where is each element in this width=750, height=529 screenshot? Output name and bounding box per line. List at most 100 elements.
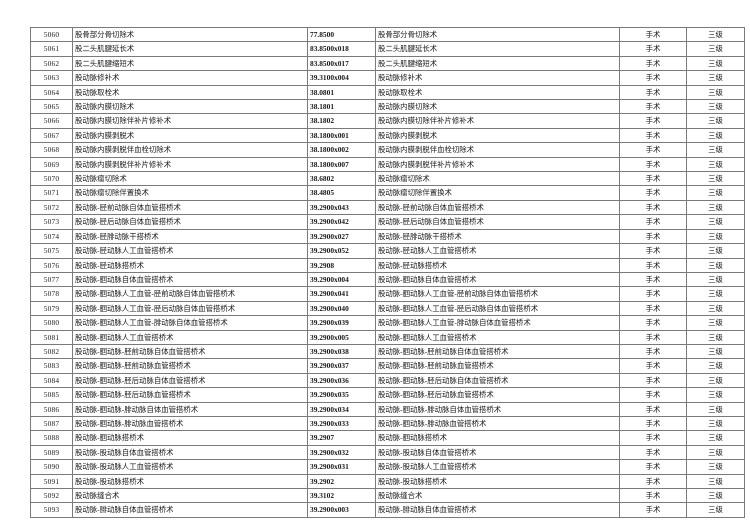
table-row: 5070 股动脉瘤切除术 38.6802 股动脉瘤切除术 手术 三级	[30, 171, 745, 187]
cell-level: 三级	[686, 113, 745, 129]
table-row: 5076 股动脉-胫动脉搭桥术 39.2908 股动脉-胫动脉搭桥术 手术 三级	[30, 257, 745, 273]
table-row: 5084 股动脉-腘动脉-胫后动脉自体血管搭桥术 39.2900x036 股动脉-腘动…	[30, 372, 745, 389]
cell-icd: 38.1800x002	[307, 142, 376, 158]
table-row: 5088 股动脉-腘动脉搭桥术 39.2907 股动脉-腘动脉搭桥术 手术 三级	[30, 430, 745, 446]
cell-name2: 股动脉-股动脉自体血管搭桥术	[375, 444, 620, 461]
cell-level: 三级	[686, 459, 745, 475]
cell-type: 手术	[619, 286, 687, 302]
table-row: 5060 股骨部分骨切除术 77.8500 股骨部分骨切除术 手术 三级	[30, 26, 745, 43]
cell-icd: 38.0801	[307, 84, 376, 101]
cell-type: 手术	[619, 142, 687, 158]
cell-name: 股动脉-腘动脉人工血管-胫后动脉自体血管搭桥术	[72, 300, 308, 317]
cell-level: 三级	[686, 142, 745, 158]
cell-code: 5089	[30, 444, 73, 461]
cell-code: 5072	[30, 199, 73, 216]
cell-type: 手术	[619, 214, 687, 230]
table-row: 5079 股动脉-腘动脉人工血管-胫后动脉自体血管搭桥术 39.2900x040 股动…	[30, 300, 745, 317]
cell-icd: 38.4805	[307, 185, 376, 201]
cell-code: 5081	[30, 329, 73, 345]
cell-type: 手术	[619, 444, 687, 461]
cell-name2: 股动脉内膜剥脱伴血栓切除术	[375, 142, 620, 158]
cell-code: 5083	[30, 358, 73, 374]
cell-name: 股动脉-腘动脉人工血管-腓动脉自体血管搭桥术	[72, 315, 308, 331]
cell-icd: 39.2900x035	[307, 387, 376, 403]
table-row: 5087 股动脉-腘动脉-腓动脉血管搭桥术 39.2900x033 股动脉-腘动脉-腓…	[30, 415, 745, 432]
procedure-table-container: 5060 股骨部分骨切除术 77.8500 股骨部分骨切除术 手术 三级 5061 股二头肌腱…	[30, 26, 745, 518]
cell-code: 5080	[30, 315, 73, 331]
cell-level: 三级	[686, 84, 745, 101]
cell-name: 股动脉-胫前动脉自体血管搭桥术	[72, 199, 308, 216]
cell-level: 三级	[686, 257, 745, 273]
cell-type: 手术	[619, 358, 687, 374]
cell-name: 股动脉取栓术	[72, 84, 308, 101]
cell-code: 5074	[30, 228, 73, 245]
cell-type: 手术	[619, 415, 687, 432]
table-row: 5082 股动脉-腘动脉-胫前动脉自体血管搭桥术 39.2900x038 股动脉-腘动…	[30, 343, 745, 360]
cell-code: 5063	[30, 70, 73, 86]
cell-level: 三级	[686, 127, 745, 144]
cell-icd: 39.2900x043	[307, 199, 376, 216]
cell-code: 5091	[30, 473, 73, 490]
cell-type: 手术	[619, 113, 687, 129]
table-row: 5071 股动脉瘤切除伴置换术 38.4805 股动脉瘤切除伴置换术 手术 三级	[30, 185, 745, 201]
cell-name2: 股动脉-腘动脉-腓动脉自体血管搭桥术	[375, 401, 620, 417]
cell-level: 三级	[686, 99, 745, 115]
cell-type: 手术	[619, 487, 687, 504]
cell-name2: 股动脉-腘动脉人工血管搭桥术	[375, 329, 620, 345]
table-row: 5077 股动脉-腘动脉自体血管搭桥术 39.2900x004 股动脉-腘动脉自体血管…	[30, 271, 745, 288]
cell-level: 三级	[686, 444, 745, 461]
table-row: 5073 股动脉-胫后动脉自体血管搭桥术 39.2900x042 股动脉-胫后动脉自体…	[30, 214, 745, 230]
table-row: 5061 股二头肌腱延长术 83.8500x018 股二头肌腱延长术 手术 三级	[30, 41, 745, 57]
cell-icd: 39.2900x038	[307, 343, 376, 360]
cell-code: 5066	[30, 113, 73, 129]
table-row: 5092 股动脉缝合术 39.3102 股动脉缝合术 手术 三级	[30, 487, 745, 504]
cell-type: 手术	[619, 41, 687, 57]
table-row: 5069 股动脉内膜剥脱伴补片修补术 38.1800x007 股动脉内膜剥脱伴补片修补…	[30, 156, 745, 173]
cell-name: 股动脉-腘动脉-腓动脉血管搭桥术	[72, 415, 308, 432]
cell-name2: 股动脉-股动脉搭桥术	[375, 473, 620, 490]
cell-icd: 39.2900x032	[307, 444, 376, 461]
cell-name2: 股动脉-胫腓动脉干搭桥术	[375, 228, 620, 245]
cell-type: 手术	[619, 228, 687, 245]
cell-icd: 39.2900x027	[307, 228, 376, 245]
cell-name: 股动脉-胫后动脉自体血管搭桥术	[72, 214, 308, 230]
table-row: 5080 股动脉-腘动脉人工血管-腓动脉自体血管搭桥术 39.2900x039 股动脉…	[30, 315, 745, 331]
cell-type: 手术	[619, 401, 687, 417]
table-row: 5083 股动脉-腘动脉-胫前动脉血管搭桥术 39.2900x037 股动脉-腘动脉-…	[30, 358, 745, 374]
cell-type: 手术	[619, 502, 687, 518]
table-row: 5078 股动脉-腘动脉人工血管-胫前动脉自体血管搭桥术 39.2900x041 股动…	[30, 286, 745, 302]
cell-code: 5078	[30, 286, 73, 302]
table-row: 5065 股动脉内膜切除术 38.1801 股动脉内膜切除术 手术 三级	[30, 99, 745, 115]
cell-code: 5088	[30, 430, 73, 446]
cell-type: 手术	[619, 243, 687, 259]
cell-type: 手术	[619, 473, 687, 490]
cell-icd: 39.2902	[307, 473, 376, 490]
cell-name2: 股动脉-腘动脉搭桥术	[375, 430, 620, 446]
cell-icd: 39.2900x034	[307, 401, 376, 417]
cell-icd: 39.2900x037	[307, 358, 376, 374]
cell-name2: 股动脉-腘动脉-腓动脉血管搭桥术	[375, 415, 620, 432]
cell-name2: 股动脉内膜剥脱伴补片修补术	[375, 156, 620, 173]
cell-icd: 38.1802	[307, 113, 376, 129]
cell-code: 5062	[30, 55, 73, 72]
cell-icd: 38.6802	[307, 171, 376, 187]
table-row: 5085 股动脉-腘动脉-胫后动脉血管搭桥术 39.2900x035 股动脉-腘动脉-…	[30, 387, 745, 403]
cell-name: 股动脉-腘动脉人工血管-胫前动脉自体血管搭桥术	[72, 286, 308, 302]
cell-icd: 39.2900x040	[307, 300, 376, 317]
cell-name2: 股动脉-腘动脉-胫后动脉血管搭桥术	[375, 387, 620, 403]
cell-name2: 股动脉-腘动脉-胫后动脉自体血管搭桥术	[375, 372, 620, 389]
cell-level: 三级	[686, 343, 745, 360]
cell-code: 5092	[30, 487, 73, 504]
cell-name: 股动脉-腘动脉-胫后动脉自体血管搭桥术	[72, 372, 308, 389]
cell-name: 股动脉缝合术	[72, 487, 308, 504]
cell-level: 三级	[686, 286, 745, 302]
cell-icd: 39.2900x003	[307, 502, 376, 518]
table-row: 5066 股动脉内膜切除伴补片修补术 38.1802 股动脉内膜切除伴补片修补术 手术三…	[30, 113, 745, 129]
cell-name: 股动脉内膜切除伴补片修补术	[72, 113, 308, 129]
cell-level: 三级	[686, 199, 745, 216]
cell-code: 5079	[30, 300, 73, 317]
cell-icd: 83.8500x017	[307, 55, 376, 72]
table-row: 5068 股动脉内膜剥脱伴血栓切除术 38.1800x002 股动脉内膜剥脱伴血栓切除…	[30, 142, 745, 158]
cell-type: 手术	[619, 315, 687, 331]
cell-name: 股动脉内膜切除术	[72, 99, 308, 115]
